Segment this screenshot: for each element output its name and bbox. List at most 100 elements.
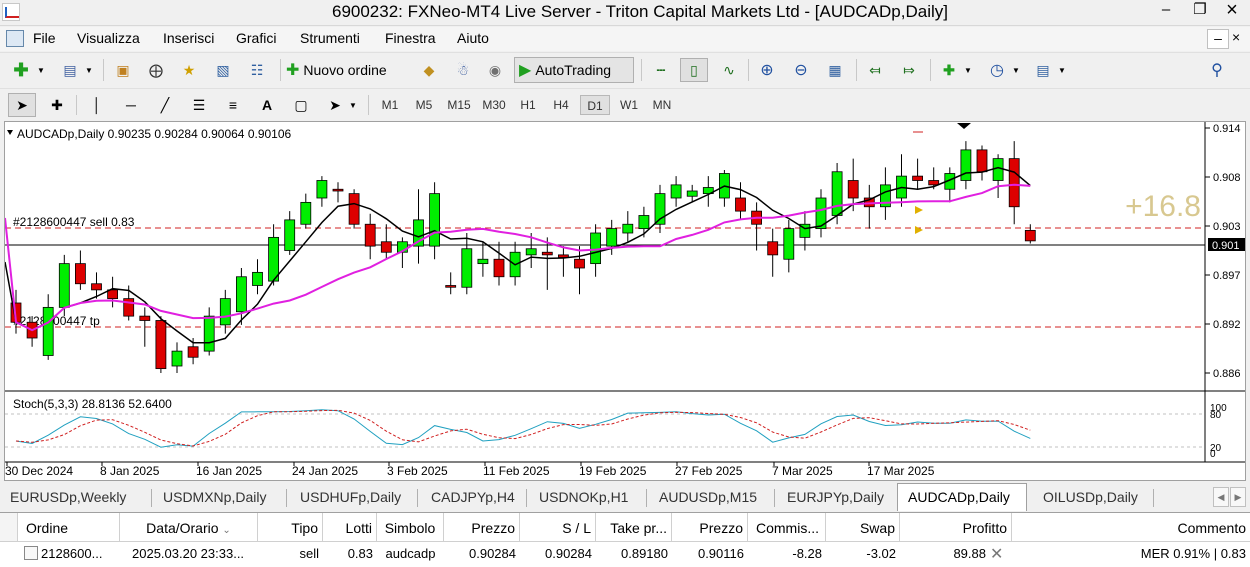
col-header-current-price[interactable]: Prezzo — [672, 513, 748, 541]
chart-window-icon[interactable] — [6, 30, 24, 47]
col-header-order[interactable]: Ordine — [18, 513, 120, 541]
trendline-icon[interactable]: ╱ — [160, 96, 170, 113]
close-order-icon[interactable]: ✕ — [990, 546, 1004, 563]
new-order-button[interactable]: ✚ Nuovo ordine — [286, 58, 410, 82]
profiles-icon[interactable]: ▤ — [63, 61, 77, 78]
tab-cadjpyp-h4[interactable]: CADJPYp,H4 — [431, 489, 515, 505]
templates-dropdown-icon[interactable]: ▼ — [1058, 65, 1066, 75]
search-icon[interactable]: ⚲ — [1211, 62, 1223, 79]
menu-insert[interactable]: Inserisci — [163, 30, 215, 46]
candle-body — [654, 193, 666, 225]
periods-icon[interactable]: ◷ — [990, 62, 1004, 79]
col-header-comment[interactable]: Commento — [1012, 513, 1250, 541]
candle — [928, 167, 940, 190]
child-close-icon[interactable]: × — [1232, 29, 1241, 45]
bar-chart-icon[interactable]: ┄ — [656, 61, 666, 78]
tf-m15[interactable]: M15 — [447, 98, 471, 112]
tf-m1[interactable]: M1 — [381, 98, 399, 112]
candlestick-icon[interactable]: ▯ — [680, 58, 708, 82]
price-chart[interactable]: AUDCADp,Daily 0.90235 0.90284 0.90064 0.… — [5, 122, 1245, 480]
crosshair-icon[interactable]: ✚ — [51, 96, 63, 113]
col-header-type[interactable]: Tipo — [258, 513, 323, 541]
candle — [686, 184, 698, 203]
collapse-arrow-icon[interactable] — [7, 130, 13, 135]
new-chart-dropdown-icon[interactable]: ▼ — [37, 65, 45, 75]
market-icon[interactable]: ◉ — [488, 61, 502, 78]
col-header-price[interactable]: Prezzo — [444, 513, 520, 541]
menu-tools[interactable]: Strumenti — [300, 30, 360, 46]
col-header-lots[interactable]: Lotti — [323, 513, 377, 541]
autoscroll-icon[interactable]: ⤇ — [903, 61, 915, 78]
close-icon[interactable]: × — [1226, 0, 1238, 21]
autotrading-button[interactable]: ▶ AutoTrading — [514, 57, 634, 83]
channel-icon[interactable]: ☰ — [192, 96, 206, 113]
candle-body — [123, 298, 135, 317]
tab-eurjpyp-daily[interactable]: EURJPYp,Daily — [787, 489, 884, 505]
terminal-icon[interactable]: ▧ — [216, 61, 230, 78]
col-header-swap[interactable]: Swap — [826, 513, 900, 541]
tab-eurusdp-weekly[interactable]: EURUSDp,Weekly — [10, 489, 127, 505]
tab-scroll-left-icon[interactable]: ◀ — [1213, 487, 1229, 507]
minimize-icon[interactable]: – — [1161, 1, 1171, 18]
line-chart-icon[interactable]: ∿ — [723, 61, 735, 78]
col-header-sl[interactable]: S / L — [520, 513, 596, 541]
text-label-icon[interactable]: ▢ — [294, 96, 308, 113]
arrows-dropdown-icon[interactable]: ▼ — [349, 100, 357, 110]
zoom-out-icon[interactable]: ⊖ — [794, 62, 808, 79]
tab-scroll-right-icon[interactable]: ▶ — [1230, 487, 1246, 507]
tab-usdhufp-daily[interactable]: USDHUFp,Daily — [300, 489, 402, 505]
new-chart-icon[interactable]: ✚ — [13, 59, 29, 80]
child-minimize-icon[interactable]: – — [1207, 29, 1229, 49]
data-window-icon[interactable]: ⨁ — [149, 61, 163, 78]
horizontal-line-icon[interactable]: ─ — [126, 97, 136, 113]
navigator-icon[interactable]: ★ — [182, 61, 196, 78]
menu-charts[interactable]: Grafici — [236, 30, 277, 46]
profiles-dropdown-icon[interactable]: ▼ — [85, 65, 93, 75]
market-watch-icon[interactable]: ▣ — [116, 61, 130, 78]
chart-shift-marker-icon[interactable] — [957, 123, 971, 129]
tab-usdmxnp-daily[interactable]: USDMXNp,Daily — [163, 489, 267, 505]
menu-view[interactable]: Visualizza — [77, 30, 140, 46]
menu-window[interactable]: Finestra — [385, 30, 436, 46]
candle-body — [300, 201, 312, 225]
tab-oilusdp-daily[interactable]: OILUSDp,Daily — [1043, 489, 1138, 505]
candle — [896, 154, 907, 207]
line-studies-toolbar: ➤ ✚ │ ─ ╱ ☰ ≡ A ▢ ➤ ▼ M1 M5 M15 M30 H1 H… — [0, 88, 1250, 120]
indicators-icon[interactable]: ✚ — [943, 61, 955, 78]
tf-m5[interactable]: M5 — [415, 98, 433, 112]
menu-file[interactable]: File — [33, 30, 56, 46]
tf-m30[interactable]: M30 — [482, 98, 506, 112]
restore-icon[interactable]: ❐ — [1193, 1, 1207, 18]
zoom-in-icon[interactable]: ⊕ — [760, 62, 774, 79]
tf-d1[interactable]: D1 — [580, 95, 610, 115]
tab-audcadp-daily[interactable]: AUDCADp,Daily — [897, 483, 1027, 511]
arrows-icon[interactable]: ➤ — [329, 96, 341, 113]
vertical-line-icon[interactable]: │ — [92, 97, 102, 113]
tf-mn[interactable]: MN — [652, 98, 672, 112]
col-header-commission[interactable]: Commis... — [748, 513, 826, 541]
candle — [976, 145, 988, 181]
col-header-tp[interactable]: Take pr... — [596, 513, 672, 541]
periods-dropdown-icon[interactable]: ▼ — [1012, 65, 1020, 75]
cursor-icon[interactable]: ➤ — [8, 93, 36, 117]
tab-usdnokp-h1[interactable]: USDNOKp,H1 — [539, 489, 629, 505]
templates-icon[interactable]: ▤ — [1036, 61, 1050, 78]
chart-window[interactable]: AUDCADp,Daily 0.90235 0.90284 0.90064 0.… — [4, 121, 1246, 481]
price-label: 0.914 — [1213, 123, 1241, 135]
metaeditor-icon[interactable]: ◆ — [423, 61, 435, 78]
tf-h4[interactable]: H4 — [553, 98, 569, 112]
fibonacci-icon[interactable]: ≡ — [228, 97, 238, 113]
signals-icon[interactable]: ☃ — [456, 61, 470, 78]
tile-windows-icon[interactable]: ▦ — [828, 61, 842, 78]
tf-h1[interactable]: H1 — [520, 98, 536, 112]
col-header-profit[interactable]: Profitto — [900, 513, 1012, 541]
col-header-datetime[interactable]: Data/Orario ⌄ — [120, 513, 258, 541]
chart-shift-icon[interactable]: ⤆ — [869, 61, 881, 78]
strategy-tester-icon[interactable]: ☷ — [250, 61, 264, 78]
tab-audusdp-m15[interactable]: AUDUSDp,M15 — [659, 489, 758, 505]
tf-w1[interactable]: W1 — [620, 98, 638, 112]
indicators-dropdown-icon[interactable]: ▼ — [964, 65, 972, 75]
menu-help[interactable]: Aiuto — [457, 30, 489, 46]
col-header-symbol[interactable]: Simbolo — [377, 513, 444, 541]
text-tool-icon[interactable]: A — [261, 97, 273, 113]
